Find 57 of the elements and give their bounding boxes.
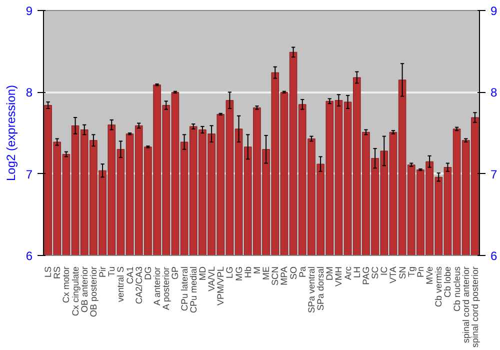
- y2-tick-label: 8: [490, 86, 498, 100]
- x-tick-label: IC: [379, 266, 390, 276]
- x-tick-label: ventral S: [116, 266, 126, 302]
- x-tick-label: GP: [170, 266, 180, 280]
- y-tick-label: 9: [26, 4, 33, 18]
- x-tick-label: Pa: [297, 266, 308, 278]
- x-tick-label: LH: [352, 266, 362, 278]
- x-tick-label: Tu: [106, 266, 117, 277]
- x-tick-label: VA/VL: [206, 266, 217, 292]
- x-tick-label: SPa ventral: [306, 266, 316, 314]
- x-tick-label: Tg: [406, 266, 416, 278]
- x-tick-label: spinal cord anterior: [460, 266, 471, 344]
- x-tick-label: MPA: [279, 266, 290, 286]
- y2-tick-label: 6: [490, 249, 498, 263]
- x-tick-label: ME: [261, 266, 272, 280]
- x-tick-label: Cb lobe: [442, 266, 453, 298]
- x-tick-label: SC: [370, 266, 380, 280]
- x-tick-label: VTA: [388, 266, 398, 284]
- x-tick-label: A posterior: [161, 266, 172, 310]
- x-tick-label: VMH: [334, 266, 344, 286]
- x-tick-label: MG: [234, 266, 244, 281]
- x-tick-label: Pn: [415, 266, 426, 278]
- y-tick-label: 7: [26, 167, 33, 182]
- x-tick-label: DG: [142, 266, 153, 280]
- y2-tick-label: 7: [490, 167, 498, 182]
- x-tick-label: spinal cord posterior: [470, 266, 480, 348]
- x-tick-label: LG: [224, 266, 235, 279]
- x-tick-label: MVe: [424, 266, 435, 285]
- x-tick-label: Hb: [242, 266, 253, 278]
- x-tick-label: CPu lateral: [179, 266, 190, 312]
- y-tick-label: 6: [26, 249, 33, 263]
- y2-tick-label: 9: [490, 4, 498, 18]
- x-tick-label: CA2/CA3: [134, 266, 144, 304]
- x-tick-label: RS: [52, 266, 62, 279]
- x-tick-label: MD: [197, 266, 208, 280]
- x-tick-label: DM: [324, 266, 335, 280]
- x-tick-label: OB anterior: [79, 266, 90, 313]
- y-tick-label: 8: [26, 86, 33, 100]
- x-tick-label: SCN: [270, 266, 280, 286]
- y-axis-title: Log2 (expression): [4, 84, 18, 182]
- x-tick-label: CPu medial: [188, 266, 198, 314]
- x-tick-label: VPM/VPL: [216, 266, 226, 306]
- x-tick-label: OB posterior: [88, 266, 98, 318]
- x-tick-label: SN: [397, 266, 408, 280]
- x-tick-label: Pir: [98, 266, 108, 278]
- x-tick-label: CA1: [124, 266, 135, 284]
- x-tick-label: LS: [43, 266, 54, 278]
- x-tick-label: Cb nucleus: [452, 266, 462, 312]
- x-tick-label: SO: [288, 266, 298, 280]
- x-tick-label: Cx cingulate: [70, 266, 80, 316]
- x-tick-label: M: [252, 266, 262, 274]
- x-tick-label: Cb vermis: [434, 266, 444, 308]
- x-tick-label: Cx motor: [61, 266, 72, 304]
- x-tick-label: Arc: [342, 266, 353, 280]
- x-tick-label: A anterior: [152, 266, 162, 306]
- x-tick-label: SPa dorsal: [316, 266, 326, 311]
- x-tick-label: PAG: [360, 266, 371, 285]
